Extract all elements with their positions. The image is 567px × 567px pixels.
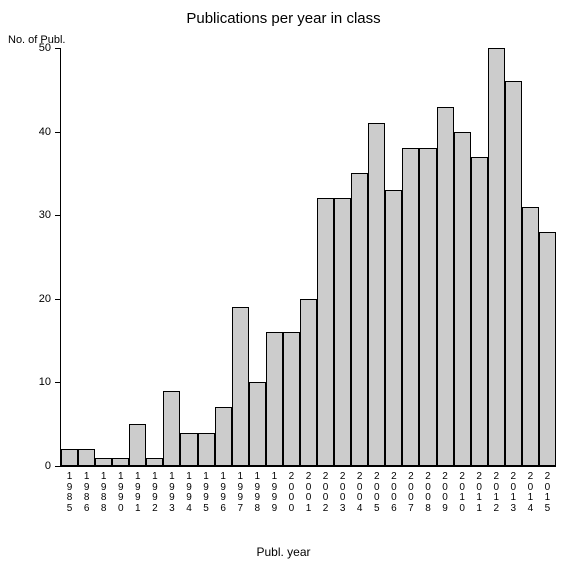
x-tick-label: 2002 <box>321 472 331 514</box>
chart-title: Publications per year in class <box>0 10 567 27</box>
publications-chart: Publications per year in class No. of Pu… <box>0 0 567 567</box>
bar <box>437 107 454 466</box>
x-tick-label: 2005 <box>372 472 382 514</box>
bar <box>215 407 232 466</box>
x-tick-label: 2014 <box>525 472 535 514</box>
bar <box>232 307 249 466</box>
bar <box>283 332 300 466</box>
x-tick-label: 2000 <box>286 472 296 514</box>
x-tick-label: 1996 <box>218 472 228 514</box>
bar <box>129 424 146 466</box>
bar <box>419 148 436 466</box>
bar <box>539 232 556 466</box>
bars-group <box>61 48 556 466</box>
bar <box>112 458 129 466</box>
bar <box>163 391 180 466</box>
y-tick <box>55 48 61 49</box>
x-tick-label: 1999 <box>269 472 279 514</box>
x-tick-label: 2003 <box>338 472 348 514</box>
x-tick-label: 2010 <box>457 472 467 514</box>
y-tick-label: 10 <box>39 376 51 388</box>
x-tick-label: 2011 <box>474 472 484 514</box>
x-tick-label: 1997 <box>235 472 245 514</box>
y-tick <box>55 299 61 300</box>
bar <box>249 382 266 466</box>
x-tick-label: 1985 <box>65 472 75 514</box>
bar <box>317 198 334 466</box>
x-axis-label: Publ. year <box>0 545 567 559</box>
x-tick-label: 1986 <box>82 472 92 514</box>
bar <box>300 299 317 466</box>
bar <box>198 433 215 466</box>
y-tick <box>55 132 61 133</box>
bar <box>266 332 283 466</box>
x-tick-label: 1992 <box>150 472 160 514</box>
x-tick-label: 1994 <box>184 472 194 514</box>
bar <box>61 449 78 466</box>
bar <box>471 157 488 466</box>
bar <box>351 173 368 466</box>
x-tick-label: 2013 <box>508 472 518 514</box>
bar <box>454 132 471 466</box>
y-tick-label: 30 <box>39 209 51 221</box>
bar <box>385 190 402 466</box>
y-tick <box>55 466 61 467</box>
y-tick <box>55 382 61 383</box>
bar <box>95 458 112 466</box>
x-tick-label: 1991 <box>133 472 143 514</box>
bar <box>522 207 539 466</box>
bar <box>368 123 385 466</box>
bar <box>180 433 197 466</box>
x-tick-label: 2012 <box>491 472 501 514</box>
y-tick-label: 40 <box>39 126 51 138</box>
bar <box>488 48 505 466</box>
y-tick-label: 20 <box>39 293 51 305</box>
x-tick-label: 1993 <box>167 472 177 514</box>
x-tick-label: 2004 <box>355 472 365 514</box>
bar <box>402 148 419 466</box>
x-tick-label: 1988 <box>99 472 109 514</box>
y-axis-label: No. of Publ. <box>8 34 65 46</box>
y-tick-label: 50 <box>39 42 51 54</box>
x-tick-label: 2007 <box>406 472 416 514</box>
x-tick-label: 2009 <box>440 472 450 514</box>
x-tick-label: 1995 <box>201 472 211 514</box>
bar <box>78 449 95 466</box>
y-tick <box>55 215 61 216</box>
x-tick-label: 2001 <box>304 472 314 514</box>
x-tick-label: 1990 <box>116 472 126 514</box>
x-tick-label: 2006 <box>389 472 399 514</box>
x-tick-label: 2015 <box>542 472 552 514</box>
x-tick-label: 2008 <box>423 472 433 514</box>
bar <box>505 81 522 466</box>
y-tick-label: 0 <box>45 460 51 472</box>
bar <box>334 198 351 466</box>
plot-area: 0102030405019851986198819901991199219931… <box>60 48 556 467</box>
bar <box>146 458 163 466</box>
x-tick-label: 1998 <box>252 472 262 514</box>
